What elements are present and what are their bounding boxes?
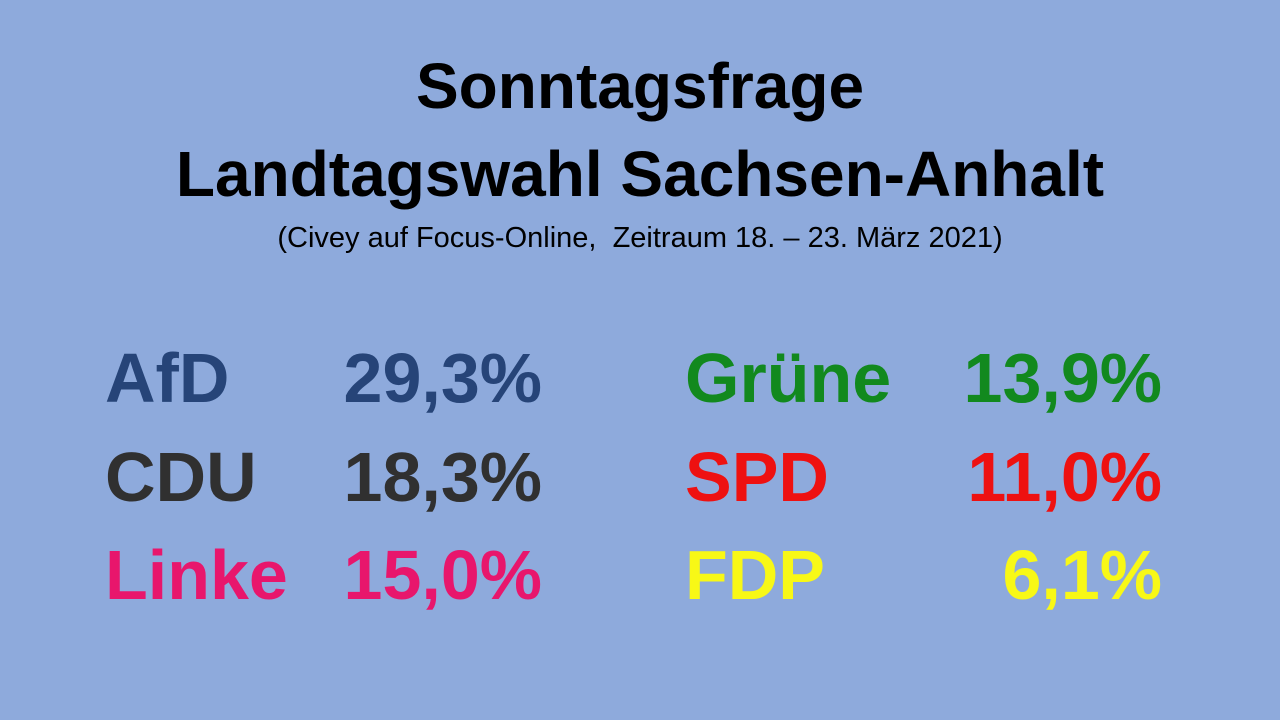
party-result: 6,1%: [1002, 536, 1162, 614]
party-name: Grüne: [685, 339, 892, 417]
party-name: Linke: [105, 536, 288, 614]
party-name: CDU: [105, 438, 257, 516]
party-result: 13,9%: [963, 339, 1162, 417]
party-result: 11,0%: [967, 438, 1162, 516]
title: Sonntagsfrage: [415, 50, 865, 122]
party-name: SPD: [685, 438, 829, 516]
party-result: 18,3%: [343, 438, 542, 516]
party-result: 29,3%: [343, 339, 542, 417]
title: Landtagswahl Sachsen-Anhalt: [175, 138, 1105, 210]
party-name: AfD: [105, 339, 230, 417]
subtitle: (Civey auf Focus-Online, Zeitraum 18. – …: [277, 222, 1003, 254]
party-name: FDP: [685, 536, 825, 614]
party-result: 15,0%: [343, 536, 542, 614]
